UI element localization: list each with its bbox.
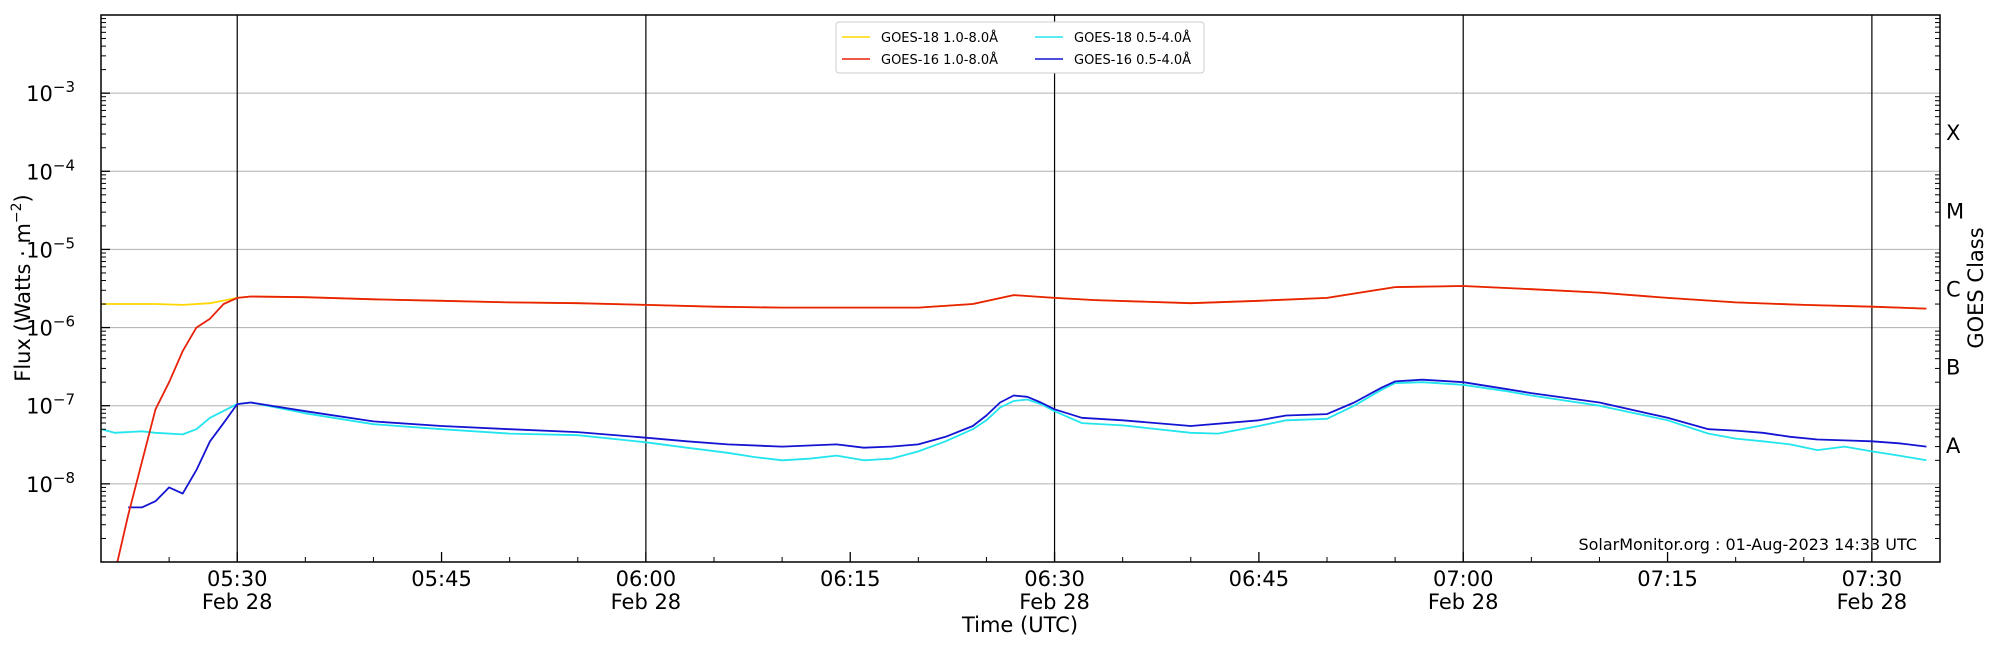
legend: GOES-18 1.0-8.0Å GOES-16 1.0-8.0Å GOES-1… <box>835 21 1205 74</box>
goes-class-label-a: A <box>1946 434 1961 458</box>
goes-class-label-m: M <box>1946 199 1964 223</box>
x-axis-title: Time (UTC) <box>961 613 1078 637</box>
x-tick-label: 05:30 <box>207 567 268 591</box>
y-tick-label: 10−5 <box>26 234 75 262</box>
y-tick-label: 10−4 <box>26 156 75 184</box>
plot-area-frame <box>100 14 1941 563</box>
y-axis-title: Flux (Watts · m−2) <box>9 194 35 382</box>
x-tick-date-label: Feb 28 <box>611 590 682 614</box>
goes-class-label-x: X <box>1946 121 1960 145</box>
x-tick-label: 07:30 <box>1842 567 1903 591</box>
x-tick-date-label: Feb 28 <box>1837 590 1908 614</box>
x-tick-label: 06:15 <box>820 567 881 591</box>
x-tick-date-label: Feb 28 <box>1019 590 1090 614</box>
goes-class-label-b: B <box>1946 356 1960 380</box>
series-layer <box>101 285 1927 562</box>
time-marker-lines <box>236 15 1873 562</box>
y-tick-label: 10−6 <box>26 313 75 341</box>
x-tick-label: 07:15 <box>1637 567 1698 591</box>
x-tick-label: 07:00 <box>1433 567 1494 591</box>
legend-label-goes18-long: GOES-18 1.0-8.0Å <box>881 30 998 46</box>
grid-layer <box>101 92 1940 485</box>
legend-box <box>835 21 1205 74</box>
goes-class-axis-title: GOES Class <box>1964 227 1988 348</box>
credit-text: SolarMonitor.org : 01-Aug-2023 14:33 UTC <box>1578 535 1917 554</box>
x-tick-label: 06:45 <box>1229 567 1290 591</box>
goes-class-label-c: C <box>1946 278 1961 302</box>
legend-label-goes18-short: GOES-18 0.5-4.0Å <box>1074 30 1191 46</box>
x-tick-date-label: Feb 28 <box>202 590 273 614</box>
x-tick-date-label: Feb 28 <box>1428 590 1499 614</box>
x-tick-label: 05:45 <box>411 567 472 591</box>
series-line-2 <box>101 381 1927 462</box>
y-tick-label: 10−3 <box>26 78 75 106</box>
legend-label-goes16-short: GOES-16 0.5-4.0Å <box>1074 52 1191 68</box>
y-tick-label: 10−8 <box>26 469 75 497</box>
x-tick-label: 06:00 <box>616 567 677 591</box>
x-tick-label: 06:30 <box>1024 567 1085 591</box>
series-line-3 <box>128 378 1927 509</box>
y-tick-label: 10−7 <box>26 391 75 419</box>
legend-label-goes16-long: GOES-16 1.0-8.0Å <box>881 52 998 68</box>
series-line-1 <box>116 285 1927 562</box>
